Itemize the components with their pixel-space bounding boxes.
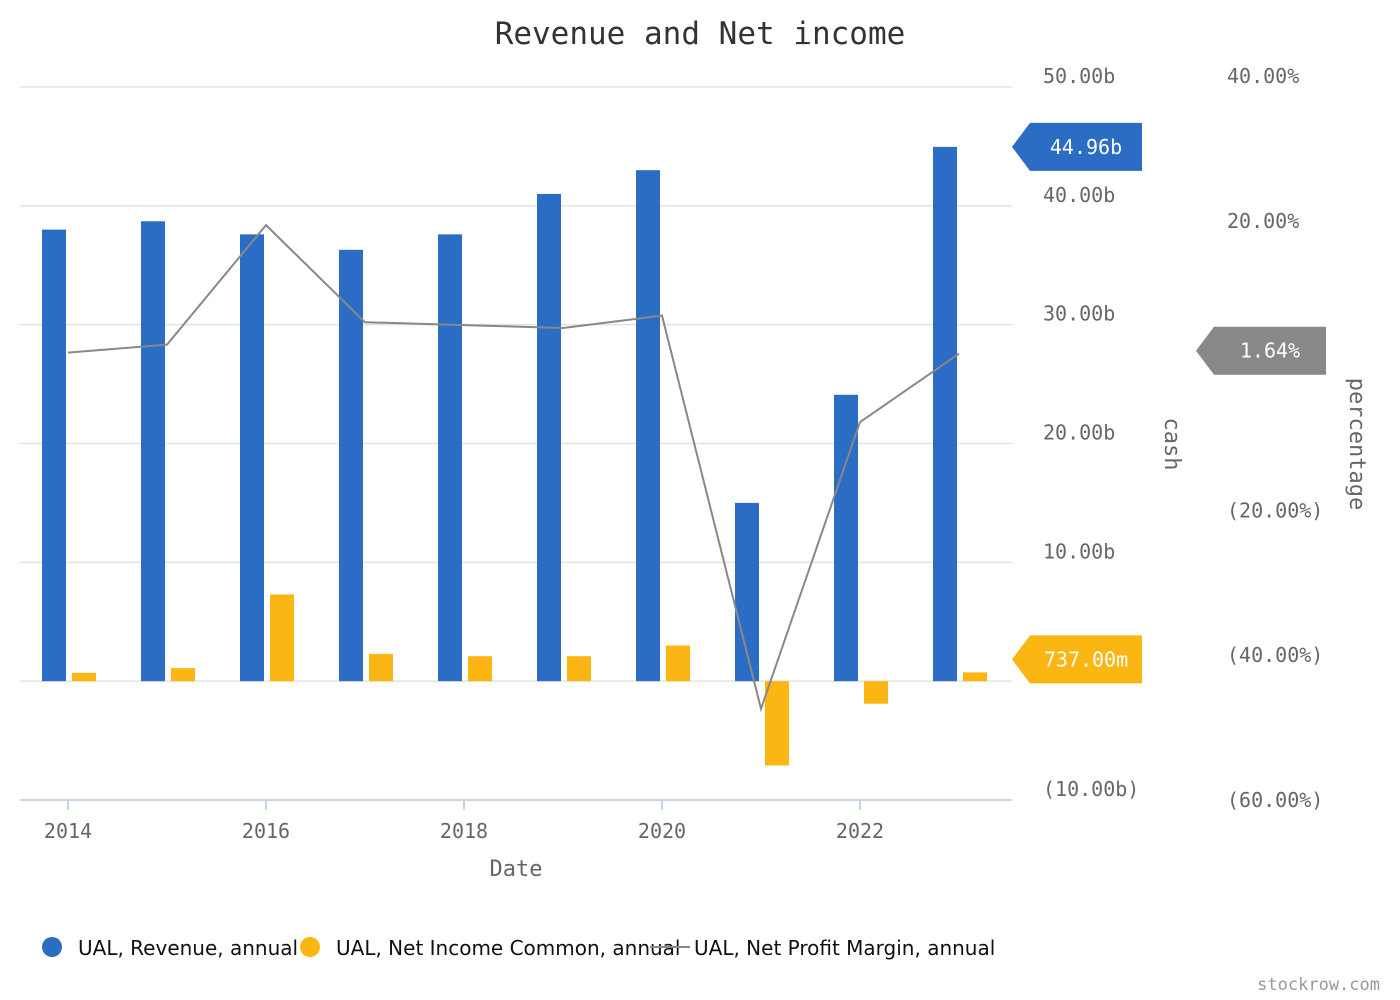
net-income-bar[interactable]: [171, 668, 195, 682]
chart-title: Revenue and Net income: [495, 16, 906, 52]
legend-item[interactable]: UAL, Net Profit Margin, annual: [650, 936, 995, 960]
revenue-bar[interactable]: [339, 249, 363, 682]
revenue-bar[interactable]: [42, 229, 66, 682]
legend-label: UAL, Net Income Common, annual: [336, 936, 680, 960]
net-profit-margin-line[interactable]: [67, 223, 960, 713]
y-tick-percentage: (20.00%): [1227, 498, 1323, 522]
line-layer: [67, 223, 960, 713]
y-axis-title-cash: cash: [1159, 418, 1184, 471]
legend-swatch: [42, 937, 62, 957]
y-tick-percentage: (40.00%): [1227, 643, 1323, 667]
legend-label: UAL, Net Profit Margin, annual: [694, 936, 995, 960]
x-tick-labels: 2014 2016 2018 2020 2022: [44, 800, 884, 843]
net-income-bar[interactable]: [72, 672, 96, 682]
revenue-bar[interactable]: [240, 234, 264, 682]
y-tick-cash: 40.00b: [1043, 183, 1115, 207]
flag-label: 737.00m: [1044, 647, 1128, 671]
y-tick-cash: 10.00b: [1043, 539, 1115, 563]
net-income-bar[interactable]: [963, 672, 987, 682]
net-income-bar[interactable]: [270, 594, 294, 682]
latest-value-flag: 1.64%: [1196, 326, 1326, 375]
y-tick-percentage: 20.00%: [1227, 209, 1299, 233]
y-tick-labels: 50.00b 40.00b 30.00b 20.00b 10.00b (10.00b) 40…: [1043, 64, 1323, 812]
latest-value-flags: 44.96b 737.00m 1.64%: [1012, 122, 1326, 684]
x-tick-label: 2018: [440, 819, 488, 843]
revenue-bar[interactable]: [141, 221, 165, 682]
legend-swatch: [300, 937, 320, 957]
latest-value-flag: 737.00m: [1012, 635, 1142, 684]
legend: UAL, Revenue, annual UAL, Net Income Comm…: [42, 936, 995, 960]
net-income-bar[interactable]: [468, 656, 492, 682]
revenue-bar[interactable]: [537, 193, 561, 682]
y-tick-cash: 30.00b: [1043, 302, 1115, 326]
flag-shape: [1196, 326, 1326, 375]
y-tick-cash: (10.00b): [1043, 777, 1139, 801]
revenue-bar[interactable]: [636, 170, 660, 682]
revenue-bar[interactable]: [438, 234, 462, 682]
x-axis-title: Date: [490, 857, 543, 882]
net-income-bar[interactable]: [369, 653, 393, 682]
grid-lines: [20, 86, 1012, 801]
y-tick-cash: 20.00b: [1043, 421, 1115, 445]
flag-shape: [1012, 122, 1142, 171]
x-tick-label: 2020: [638, 819, 686, 843]
bars-layer: [42, 146, 987, 766]
credit-text: stockrow.com: [1257, 975, 1380, 995]
y-tick-cash: 50.00b: [1043, 64, 1115, 88]
net-income-bar[interactable]: [864, 681, 888, 704]
net-income-bar[interactable]: [567, 656, 591, 682]
flag-label: 44.96b: [1050, 135, 1122, 159]
legend-item[interactable]: UAL, Revenue, annual: [42, 936, 298, 960]
legend-item[interactable]: UAL, Net Income Common, annual: [300, 936, 680, 960]
x-tick-label: 2016: [242, 819, 290, 843]
y-axis-title-percentage: percentage: [1344, 378, 1369, 510]
y-tick-percentage: (60.00%): [1227, 788, 1323, 812]
flag-shape: [1012, 635, 1142, 684]
net-income-bar[interactable]: [666, 645, 690, 682]
flag-label: 1.64%: [1240, 339, 1300, 363]
x-tick-label: 2022: [836, 819, 884, 843]
y-tick-percentage: 40.00%: [1227, 64, 1299, 88]
revenue-bar[interactable]: [933, 146, 957, 682]
net-income-bar[interactable]: [765, 681, 789, 766]
legend-label: UAL, Revenue, annual: [78, 936, 298, 960]
latest-value-flag: 44.96b: [1012, 122, 1142, 171]
x-tick-label: 2014: [44, 819, 92, 843]
